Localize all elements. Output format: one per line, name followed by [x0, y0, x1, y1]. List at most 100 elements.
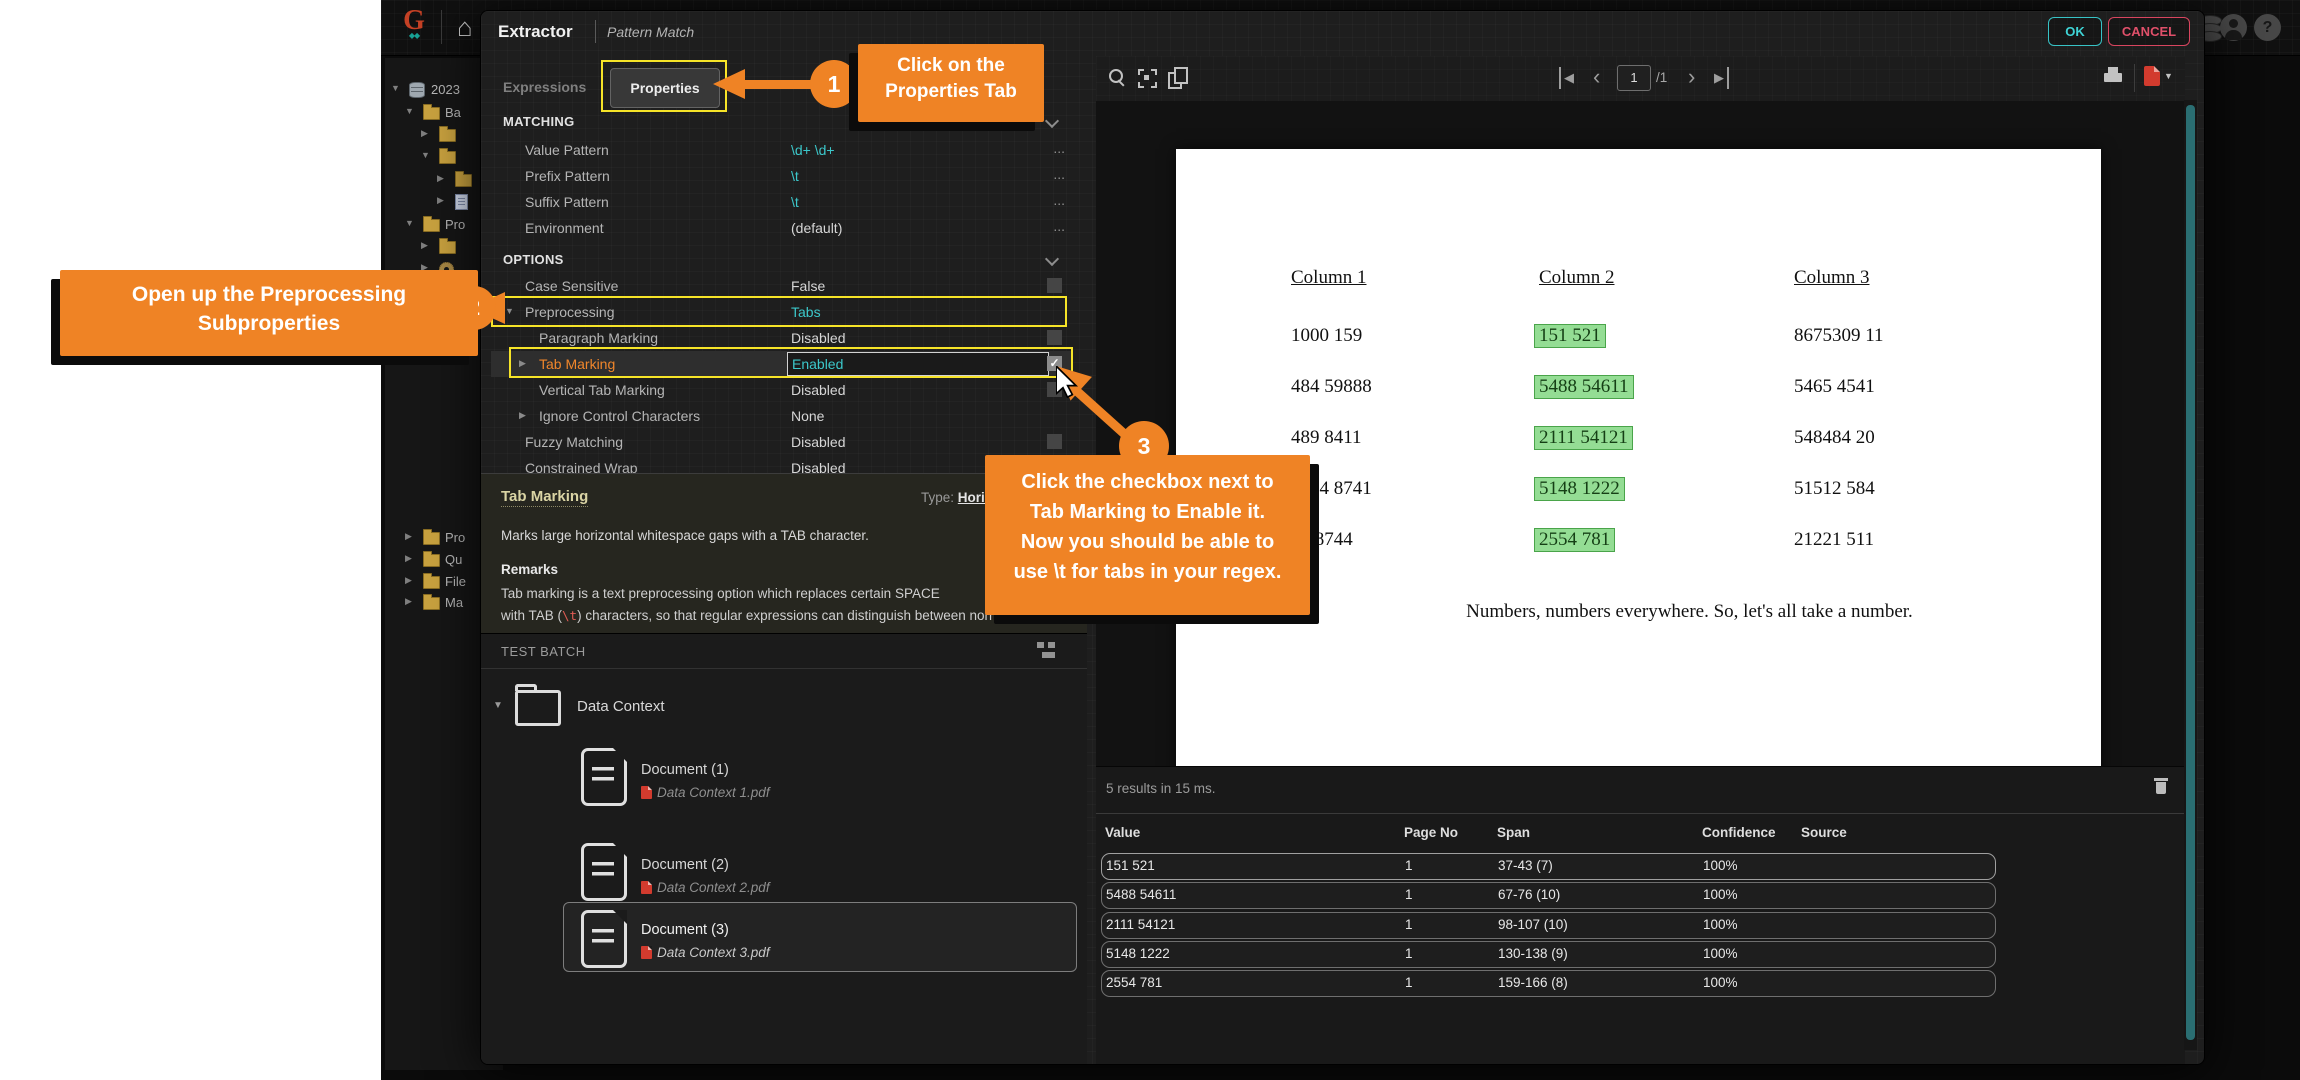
- viewer-scrollbar-thumb[interactable]: [2186, 105, 2195, 1040]
- expand-arrow-icon[interactable]: ▶: [421, 128, 428, 139]
- pdf-icon: [641, 946, 652, 959]
- folder-icon: [423, 576, 440, 589]
- expand-arrow-icon[interactable]: ▶: [405, 531, 412, 542]
- pdf-dropdown-caret[interactable]: ▼: [2164, 71, 2173, 81]
- results-column-header[interactable]: Source: [1801, 825, 1847, 840]
- property-row-ignore-control-characters[interactable]: ▶Ignore Control CharactersNone: [491, 403, 1071, 429]
- ellipsis-button[interactable]: ...: [1025, 192, 1065, 208]
- callout1-arrowhead: [713, 69, 745, 99]
- callout3-box: Click the checkbox next toTab Marking to…: [985, 455, 1310, 615]
- properties-grid: MATCHING Value Pattern\d+ \d+... Prefix …: [491, 101, 1071, 473]
- page-caption: Numbers, numbers everywhere. So, let's a…: [1278, 601, 2101, 623]
- remarks-heading: Remarks: [501, 562, 558, 577]
- page-value: 8675309 11: [1794, 325, 1884, 347]
- document-canvas: Column 1 Column 2 Column 3 1000 159 484 …: [1096, 101, 2185, 766]
- document-type-icon: [455, 194, 468, 210]
- home-icon[interactable]: ⌂: [457, 9, 473, 45]
- tab-expressions[interactable]: Expressions: [503, 69, 595, 105]
- folder-icon: [423, 219, 440, 232]
- first-page-button[interactable]: ◀: [1559, 67, 1574, 89]
- prev-page-button[interactable]: ‹: [1593, 62, 1600, 92]
- description-summary: Marks large horizontal whitespace gaps w…: [501, 528, 869, 543]
- select-region-icon[interactable]: [1138, 69, 1157, 88]
- expand-arrow-icon[interactable]: ▼: [421, 150, 430, 160]
- document-name[interactable]: Document (3): [641, 922, 729, 938]
- page-value-highlighted: 2554 781: [1534, 528, 1615, 552]
- next-page-button[interactable]: ›: [1688, 62, 1695, 92]
- expand-arrow-icon[interactable]: ▶: [437, 195, 444, 206]
- document-page: Column 1 Column 2 Column 3 1000 159 484 …: [1176, 149, 2101, 809]
- folder-icon[interactable]: [515, 690, 561, 726]
- highlight-properties-tab: [601, 60, 727, 112]
- grooper-logo[interactable]: G ◆◆: [399, 6, 429, 50]
- zoom-icon[interactable]: [1108, 68, 1128, 88]
- property-row-constrained-wrap[interactable]: Constrained WrapDisabled: [491, 455, 1071, 473]
- property-row-value-pattern[interactable]: Value Pattern\d+ \d+...: [491, 137, 1071, 163]
- page-number-input[interactable]: 1: [1617, 65, 1651, 91]
- expand-arrow-icon[interactable]: ▶: [405, 575, 412, 586]
- collapse-chevron-icon[interactable]: [1045, 252, 1059, 266]
- document-icon[interactable]: [581, 910, 627, 968]
- result-row[interactable]: 5488 54611167-76 (10)100%: [1101, 882, 1996, 909]
- database-icon: [409, 82, 425, 98]
- result-row[interactable]: 151 521137-43 (7)100%: [1101, 853, 1996, 880]
- expand-arrow-icon[interactable]: ▶: [405, 596, 412, 607]
- expand-arrow-icon[interactable]: ▶: [519, 410, 526, 421]
- expand-arrow-icon[interactable]: ▼: [391, 83, 400, 93]
- results-column-header[interactable]: Page No: [1404, 825, 1458, 840]
- expand-arrow-icon[interactable]: ▶: [421, 240, 428, 251]
- property-row-vertical-tab-marking[interactable]: Vertical Tab MarkingDisabled: [491, 377, 1071, 403]
- expand-arrow-icon[interactable]: ▶: [437, 173, 444, 184]
- tab-escape-code: \t: [562, 608, 577, 623]
- property-row-prefix-pattern[interactable]: Prefix Pattern\t...: [491, 163, 1071, 189]
- results-column-header[interactable]: Confidence: [1702, 825, 1776, 840]
- document-icon[interactable]: [581, 843, 627, 901]
- result-row[interactable]: 2554 7811159-166 (8)100%: [1101, 970, 1996, 997]
- collapse-chevron-icon[interactable]: [1045, 114, 1059, 128]
- property-row-suffix-pattern[interactable]: Suffix Pattern\t...: [491, 189, 1071, 215]
- ellipsis-button[interactable]: ...: [1025, 166, 1065, 182]
- page-column-header: Column 2: [1539, 267, 1614, 289]
- help-icon[interactable]: ?: [2254, 14, 2281, 41]
- expand-arrow-icon[interactable]: ▶: [405, 553, 412, 564]
- expand-arrow-icon[interactable]: ▼: [405, 218, 414, 228]
- checkbox-unchecked[interactable]: [1047, 330, 1062, 345]
- ellipsis-button[interactable]: ...: [1025, 218, 1065, 234]
- folder-icon: [423, 532, 440, 545]
- tree-item-label: Pro: [445, 217, 465, 232]
- expand-arrow-icon[interactable]: ▼: [405, 106, 414, 116]
- document-icon[interactable]: [581, 748, 627, 806]
- batch-folder-label[interactable]: Data Context: [577, 698, 665, 715]
- results-column-header[interactable]: Value: [1105, 825, 1140, 840]
- last-page-button[interactable]: ▶: [1714, 67, 1729, 89]
- property-row-environment[interactable]: Environment(default)...: [491, 215, 1071, 241]
- document-name[interactable]: Document (2): [641, 857, 729, 873]
- document-file: Data Context 3.pdf: [641, 944, 770, 960]
- ellipsis-button[interactable]: ...: [1025, 140, 1065, 156]
- page-value-highlighted: 2111 54121: [1534, 426, 1633, 450]
- batch-hierarchy-icon[interactable]: [1037, 642, 1057, 660]
- section-options[interactable]: OPTIONS: [491, 247, 1071, 273]
- result-row[interactable]: 5148 12221130-138 (9)100%: [1101, 941, 1996, 968]
- pages-icon[interactable]: [1168, 67, 1188, 89]
- property-row-fuzzy-matching[interactable]: Fuzzy MatchingDisabled: [491, 429, 1071, 455]
- document-name[interactable]: Document (1): [641, 762, 729, 778]
- highlight-preprocessing-row: [491, 296, 1067, 327]
- pdf-export-icon[interactable]: [2144, 66, 2160, 86]
- tree-item-label: 2023: [431, 82, 460, 97]
- checkbox-unchecked[interactable]: [1047, 434, 1062, 449]
- result-row[interactable]: 2111 54121198-107 (10)100%: [1101, 912, 1996, 939]
- user-account-icon[interactable]: [2220, 14, 2247, 41]
- print-icon[interactable]: [2104, 67, 2122, 87]
- folder-icon: [439, 129, 456, 142]
- checkbox-unchecked[interactable]: [1047, 278, 1062, 293]
- title-divider: [595, 20, 596, 43]
- expand-arrow-icon[interactable]: ▼: [493, 700, 503, 711]
- results-column-header[interactable]: Span: [1497, 825, 1530, 840]
- trash-icon[interactable]: [2154, 778, 2168, 795]
- folder-icon: [455, 174, 472, 187]
- ok-button[interactable]: OK: [2048, 17, 2102, 46]
- type-label: Type:: [921, 490, 954, 505]
- folder-icon: [423, 107, 440, 120]
- cancel-button[interactable]: CANCEL: [2108, 17, 2190, 46]
